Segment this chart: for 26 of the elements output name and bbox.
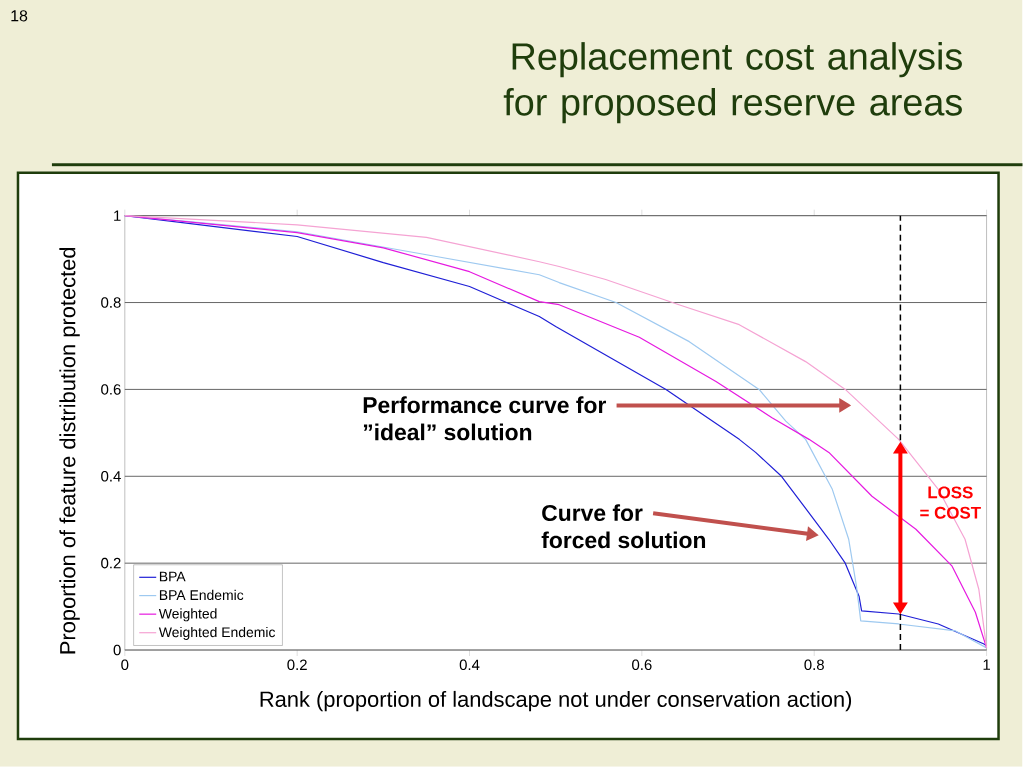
- y-axis-title: Proportion of feature distribution protected: [59, 247, 80, 654]
- legend-label: BPA Endemic: [159, 589, 244, 601]
- x-tick-label: 1: [983, 659, 990, 670]
- y-tick-label: 0.6: [101, 384, 121, 395]
- y-tick-label: 1: [114, 210, 121, 221]
- y-tick-label: 0: [113, 644, 121, 656]
- y-tick-label: 0.8: [101, 297, 121, 308]
- x-tick-label: 0.8: [804, 659, 824, 671]
- legend-label: Weighted Endemic: [158, 626, 276, 640]
- x-tick-label: 0.6: [632, 659, 652, 671]
- x-tick-label: 0.2: [287, 659, 307, 671]
- legend-label: Weighted: [158, 608, 217, 622]
- x-tick-label: 0: [121, 659, 129, 671]
- annotation: LOSS: [928, 486, 973, 499]
- annotation: Curve for: [542, 504, 643, 522]
- x-tick-label: 0.4: [459, 659, 480, 671]
- annotation: = COST: [920, 506, 981, 519]
- y-tick-label: 0.2: [101, 557, 121, 569]
- annotation: Performance curve for: [363, 396, 607, 414]
- legend-label: BPA: [159, 571, 186, 582]
- chart-title: Replacement cost analysis for proposed reserve areas: [503, 42, 962, 124]
- annotation: forced solution: [541, 531, 706, 549]
- x-axis-title: Rank (proportion of landscape not under conservation action): [260, 690, 852, 712]
- text: 18: [11, 10, 28, 22]
- annotation: ”ideal” solution: [363, 423, 532, 441]
- y-tick-label: 0.4: [101, 471, 121, 482]
